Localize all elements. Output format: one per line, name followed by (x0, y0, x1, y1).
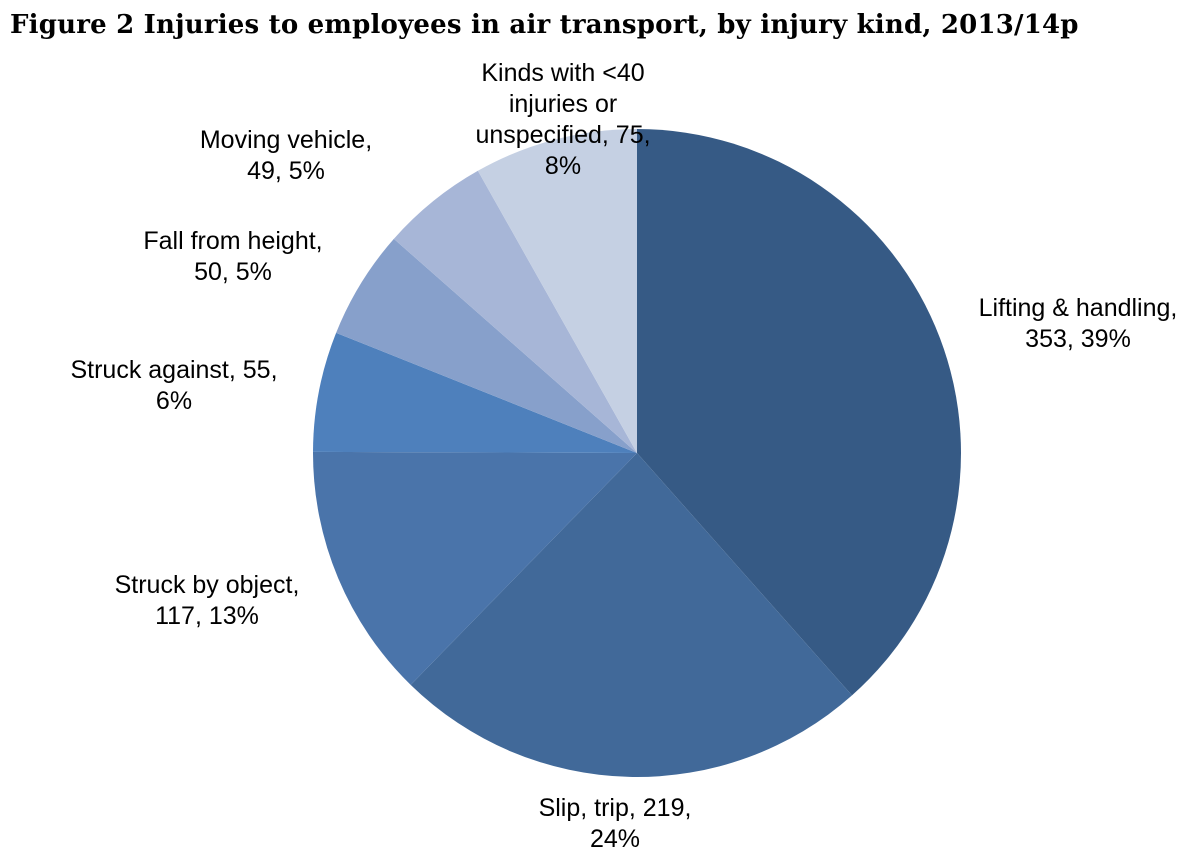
slice-label-struck-against: Struck against, 55, 6% (70, 356, 277, 415)
pie-slices (312, 129, 961, 777)
slice-label-fall-from-height: Fall from height, 50, 5% (143, 227, 322, 286)
slice-label-line: 6% (156, 387, 192, 415)
slice-labels: Lifting & handling, 353, 39% Slip, trip, 2… (70, 59, 1177, 853)
chart-title: Figure 2 Injuries to employees in air tr… (10, 10, 1079, 40)
pie-slice-fall-from-height (336, 238, 637, 453)
slice-label-struck-by-object: Struck by object, 117, 13% (115, 571, 300, 630)
pie-slice-struck-by-object (312, 451, 637, 685)
slice-label-line: Moving vehicle, (200, 126, 372, 154)
slice-label-line: Fall from height, (143, 227, 322, 255)
pie-slice-other-kinds (477, 129, 637, 453)
slice-label-slip-trip: Slip, trip, 219, 24% (539, 794, 692, 853)
slice-label-lifting-handling: Lifting & handling, 353, 39% (979, 294, 1178, 353)
pie-slice-struck-against (313, 332, 637, 453)
slice-label-line: injuries or (509, 90, 617, 118)
slice-label-line: unspecified, 75, (475, 121, 650, 149)
slice-label-other-kinds: Kinds with <40 injuries or unspecified, 75… (475, 59, 650, 180)
slice-label-line: 49, 5% (247, 157, 325, 185)
slice-label-line: 117, 13% (155, 602, 259, 630)
slice-label-line: 24% (590, 825, 640, 853)
slice-label-moving-vehicle: Moving vehicle, 49, 5% (200, 126, 372, 185)
slice-label-line: Kinds with <40 (481, 59, 644, 87)
slice-label-line: Lifting & handling, (979, 294, 1178, 322)
slice-label-line: 8% (545, 152, 581, 180)
pie-slice-moving-vehicle (393, 170, 637, 453)
pie-slice-slip-trip (410, 453, 852, 777)
pie-slice-lifting-handling (637, 129, 961, 696)
slice-label-line: 50, 5% (194, 258, 272, 286)
slice-label-line: Slip, trip, 219, (539, 794, 692, 822)
slice-label-line: 353, 39% (1025, 325, 1131, 353)
slice-label-line: Struck against, 55, (70, 356, 277, 384)
slice-label-line: Struck by object, (115, 571, 300, 599)
